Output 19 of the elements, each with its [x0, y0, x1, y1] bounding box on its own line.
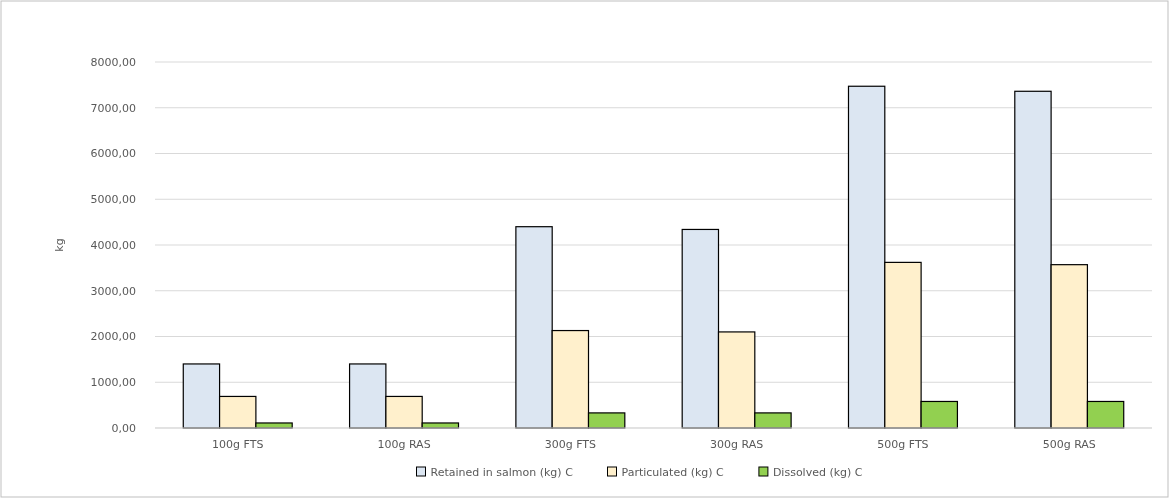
x-tick-label: 500g RAS [1042, 438, 1096, 451]
legend-label: Particulated (kg) C [621, 465, 725, 479]
legend-label: Dissolved (kg) C [772, 465, 863, 479]
y-tick-label: 8000,00 [90, 55, 136, 69]
x-tick-label: 100g FTS [212, 438, 264, 451]
y-tick-label: 1000,00 [90, 376, 136, 390]
y-axis-title: kg [53, 238, 66, 252]
x-tick-label: 100g RAS [377, 438, 431, 451]
x-tick-label: 300g RAS [710, 438, 764, 451]
y-tick-label: 0,00 [111, 421, 136, 435]
y-tick-label: 6000,00 [90, 147, 136, 161]
x-tick-label: 300g FTS [544, 438, 597, 451]
legend-label: Retained in salmon (kg) C [430, 465, 574, 479]
y-tick-label: 3000,00 [90, 284, 136, 298]
y-tick-label: 2000,00 [90, 330, 136, 344]
y-tick-label: 7000,00 [90, 101, 136, 115]
x-tick-label: 500g FTS [877, 438, 929, 451]
y-tick-label: 4000,00 [90, 238, 136, 252]
y-tick-label: 5000,00 [90, 193, 136, 207]
